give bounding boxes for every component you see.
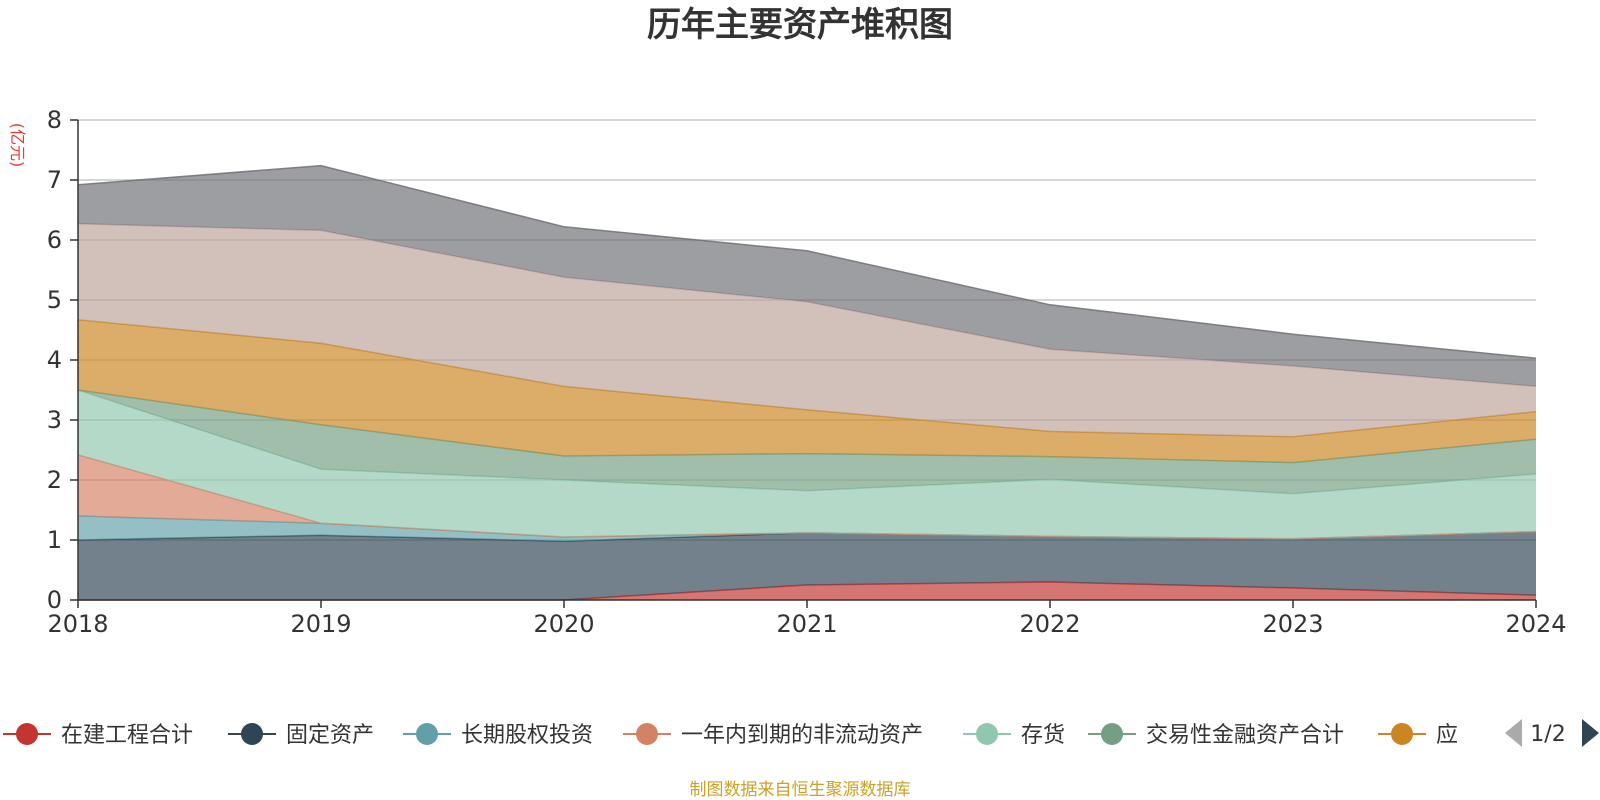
legend-circle-icon bbox=[636, 723, 658, 745]
area-series-2 bbox=[78, 516, 1536, 542]
x-tick-label: 2024 bbox=[1505, 610, 1566, 638]
legend-pager: 1/2 bbox=[1505, 719, 1599, 747]
y-tick-label: 5 bbox=[47, 286, 62, 314]
legend-label: 一年内到期的非流动资产 bbox=[681, 723, 923, 748]
y-tick-label: 2 bbox=[47, 466, 62, 494]
legend-item-0[interactable]: 在建工程合计 bbox=[3, 723, 193, 748]
legend-circle-icon bbox=[241, 723, 263, 745]
legend-item-6[interactable]: 应 bbox=[1378, 723, 1458, 748]
legend-item-1[interactable]: 固定资产 bbox=[228, 723, 374, 748]
x-tick-label: 2021 bbox=[776, 610, 837, 638]
y-tick-label: 7 bbox=[47, 166, 62, 194]
area-series-8 bbox=[78, 165, 1536, 387]
legend-label: 固定资产 bbox=[286, 723, 374, 748]
y-tick-label: 4 bbox=[47, 346, 62, 374]
y-unit-label: (亿元) bbox=[8, 123, 27, 168]
legend-circle-icon bbox=[16, 723, 38, 745]
chart-title: 历年主要资产堆积图 bbox=[647, 5, 953, 45]
y-tick-label: 8 bbox=[47, 106, 62, 134]
y-tick-label: 3 bbox=[47, 406, 62, 434]
area-series-0 bbox=[78, 582, 1536, 600]
legend-item-5[interactable]: 交易性金融资产合计 bbox=[1088, 723, 1344, 748]
y-tick-label: 6 bbox=[47, 226, 62, 254]
area-series-6 bbox=[78, 319, 1536, 463]
area-series bbox=[77, 164, 1537, 601]
legend-label: 在建工程合计 bbox=[61, 723, 193, 748]
area-series-8-edge bbox=[77, 164, 1537, 359]
x-tick-label: 2019 bbox=[290, 610, 351, 638]
legend-circle-icon bbox=[976, 723, 998, 745]
legend-label: 应 bbox=[1436, 723, 1458, 748]
legend-page-indicator: 1/2 bbox=[1530, 722, 1565, 747]
axes: 0 1 2 3 4 5 6 7 8 2018 2019 2020 2021 2022 2023 2024 bbox=[47, 106, 1567, 638]
area-series-4 bbox=[78, 390, 1536, 539]
data-source-note: 制图数据来自恒生聚源数据库 bbox=[690, 780, 911, 800]
legend-label: 交易性金融资产合计 bbox=[1146, 723, 1344, 748]
legend-item-3[interactable]: 一年内到期的非流动资产 bbox=[623, 723, 923, 748]
y-tick-label: 1 bbox=[47, 526, 62, 554]
legend-circle-icon bbox=[1391, 723, 1413, 745]
x-tick-label: 2022 bbox=[1019, 610, 1080, 638]
x-tick-label: 2020 bbox=[533, 610, 594, 638]
y-tick-label: 0 bbox=[47, 586, 62, 614]
legend-label: 长期股权投资 bbox=[461, 723, 593, 748]
legend-circle-icon bbox=[1101, 723, 1123, 745]
legend-label: 存货 bbox=[1021, 723, 1065, 748]
legend-prev-page-icon[interactable] bbox=[1505, 719, 1522, 747]
x-tick-label: 2018 bbox=[47, 610, 108, 638]
area-series-5 bbox=[78, 390, 1536, 494]
legend-item-2[interactable]: 长期股权投资 bbox=[403, 723, 593, 748]
legend-next-page-icon[interactable] bbox=[1582, 719, 1599, 747]
x-tick-label: 2023 bbox=[1262, 610, 1323, 638]
area-series-1 bbox=[78, 531, 1536, 600]
area-series-7 bbox=[78, 223, 1536, 437]
legend-circle-icon bbox=[416, 723, 438, 745]
legend-item-4[interactable]: 存货 bbox=[963, 723, 1065, 748]
legend: 在建工程合计 固定资产 长期股权投资 一年内到期的非流动资产 存货 交易性金融资产合计 应 bbox=[3, 723, 1458, 748]
